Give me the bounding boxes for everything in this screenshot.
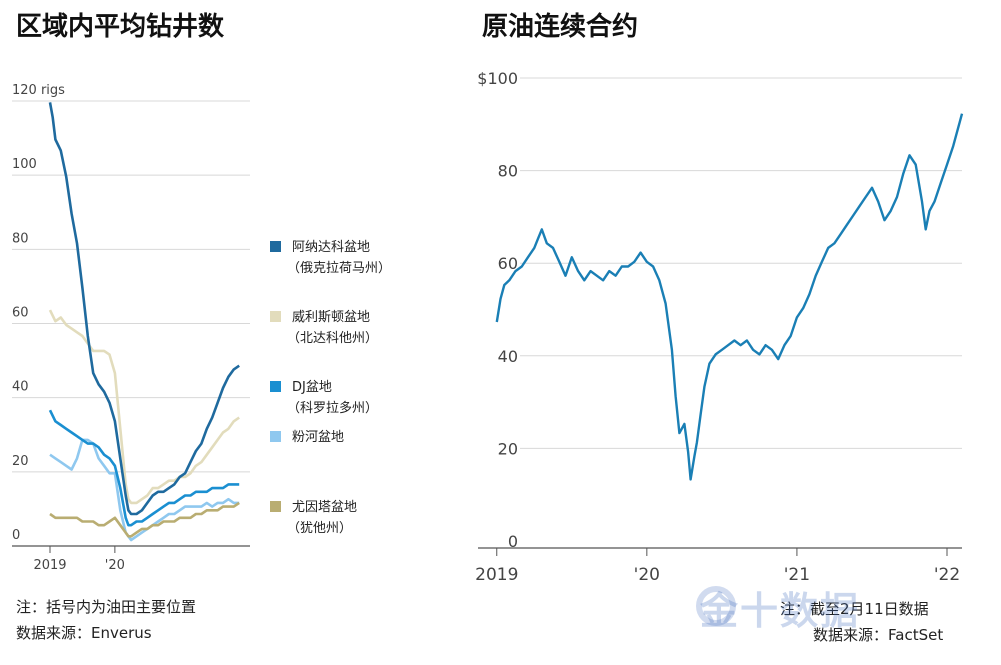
right-y-tick-label: 40 <box>498 347 518 366</box>
left-legend-label: DJ盆地 <box>292 380 332 395</box>
right-x-tick-label: '21 <box>784 565 810 585</box>
left-y-tick-label: 80 <box>12 231 29 246</box>
left-legend-swatch <box>270 241 281 252</box>
right-note: 注：截至2月11日数据 <box>780 600 929 618</box>
right-chart-title: 原油连续合约 <box>482 12 639 42</box>
left-legend-label: 阿纳达科盆地 <box>292 240 370 255</box>
left-y-tick-label: 60 <box>12 306 29 321</box>
left-legend-sublabel: （俄克拉荷马州） <box>287 261 391 276</box>
left-legend-swatch <box>270 311 281 322</box>
left-series-line <box>48 409 240 527</box>
left-x-tick-label: '20 <box>105 558 125 573</box>
watermark-logo-icon <box>696 586 736 626</box>
right-y-tick-label: 80 <box>498 162 518 181</box>
right-x-tick-label: '22 <box>934 565 960 585</box>
left-y-tick-label: 100 <box>12 157 37 172</box>
left-series-line <box>48 102 240 516</box>
left-legend-sublabel: （犹他州） <box>287 521 352 536</box>
right-series-line <box>495 113 964 481</box>
left-legend-swatch <box>270 381 281 392</box>
left-legend-sublabel: （科罗拉多州） <box>287 400 378 416</box>
right-y-tick-label: 60 <box>498 254 518 273</box>
left-legend-swatch <box>270 501 281 512</box>
left-legend-label: 粉河盆地 <box>292 430 344 445</box>
left-x-tick-label: 2019 <box>33 558 66 573</box>
left-y-tick-label: 40 <box>12 380 29 395</box>
right-x-tick-label: '20 <box>634 565 660 585</box>
right-y-tick-label: 20 <box>498 439 518 458</box>
left-legend-swatch <box>270 431 281 442</box>
left-legend-sublabel: （北达科他州） <box>287 331 378 346</box>
left-y-tick-label: 0 <box>12 528 20 543</box>
left-legend-label: 尤因塔盆地 <box>292 500 357 515</box>
left-source: 数据来源：Enverus <box>16 624 152 642</box>
right-x-tick-label: 2019 <box>475 565 518 585</box>
left-y-tick-label: 20 <box>12 454 29 469</box>
watermark: 金十数据 <box>700 589 861 633</box>
right-source: 数据来源：FactSet <box>813 626 944 644</box>
left-y-tick-label: 120 rigs <box>12 83 65 98</box>
right-y-tick-label: 0 <box>508 532 518 551</box>
left-series-line <box>49 501 240 538</box>
left-legend-label: 威利斯顿盆地 <box>292 310 370 325</box>
left-series-line <box>48 309 240 505</box>
left-note: 注：括号内为油田主要位置 <box>16 598 197 616</box>
right-y-tick-label: $100 <box>477 69 518 88</box>
left-chart-title: 区域内平均钻井数 <box>16 12 225 42</box>
